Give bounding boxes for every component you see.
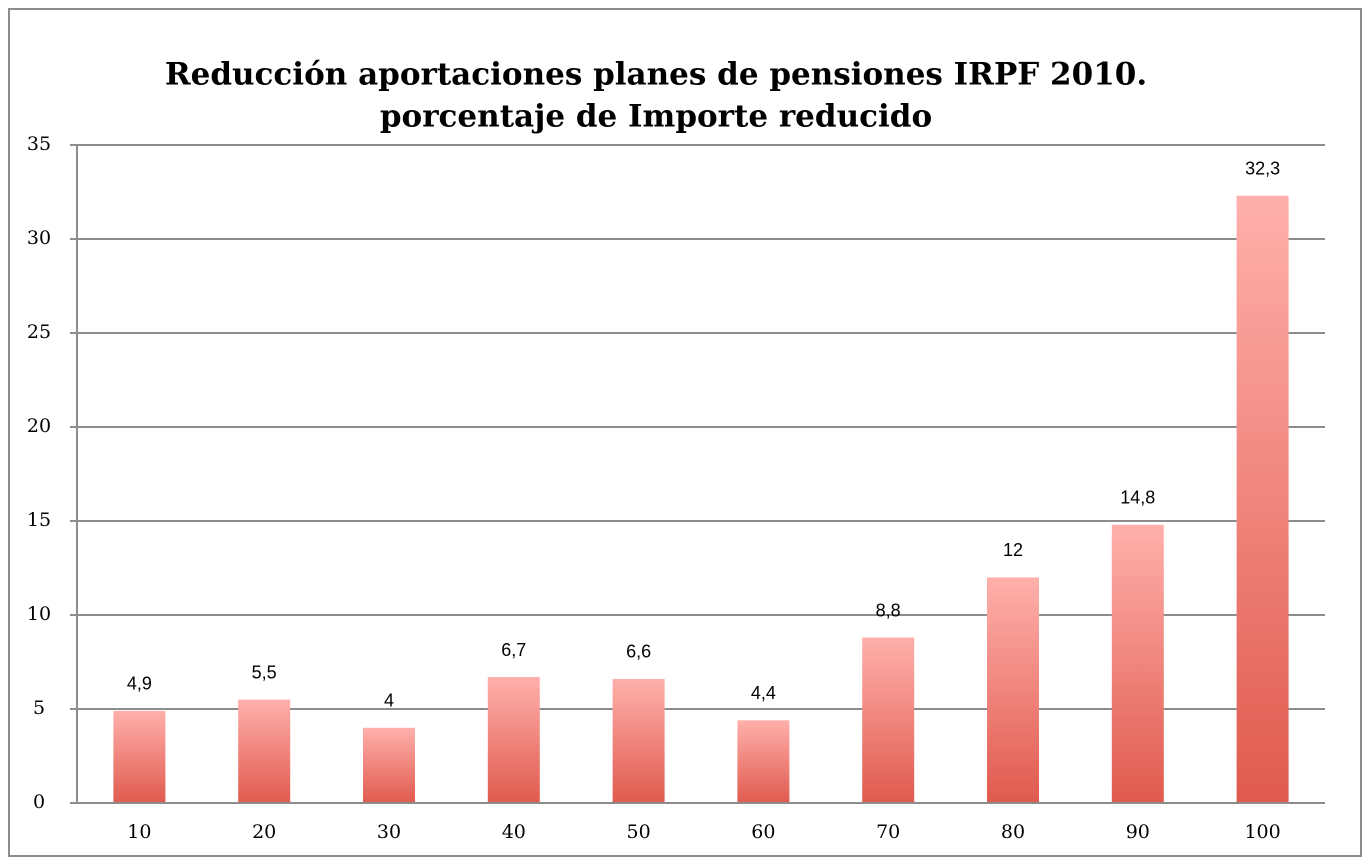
x-tick-label: 100 bbox=[1244, 821, 1280, 843]
chart-title: Reducción aportaciones planes de pension… bbox=[165, 57, 1147, 93]
bar bbox=[987, 577, 1039, 803]
y-tick-label: 0 bbox=[33, 791, 45, 813]
data-label: 5,5 bbox=[252, 662, 277, 682]
data-label: 32,3 bbox=[1245, 159, 1280, 179]
data-label: 6,6 bbox=[626, 642, 651, 662]
bar bbox=[363, 727, 415, 803]
y-tick-label: 5 bbox=[33, 697, 45, 719]
x-tick-label: 10 bbox=[127, 821, 151, 843]
y-tick-label: 10 bbox=[27, 603, 51, 625]
y-tick-label: 25 bbox=[27, 321, 51, 343]
data-label: 4 bbox=[384, 691, 394, 711]
bar bbox=[1111, 524, 1164, 803]
x-tick-label: 30 bbox=[377, 821, 401, 843]
chart-subtitle: porcentaje de Importe reducido bbox=[380, 99, 932, 135]
y-tick-label: 20 bbox=[27, 415, 51, 437]
bar bbox=[862, 637, 915, 803]
y-tick-label: 30 bbox=[27, 227, 51, 249]
bar bbox=[737, 720, 790, 803]
y-tick-label: 15 bbox=[27, 509, 51, 531]
bar bbox=[113, 710, 166, 803]
data-label: 14,8 bbox=[1120, 488, 1155, 508]
bar bbox=[1236, 195, 1289, 803]
x-tick-label: 20 bbox=[252, 821, 276, 843]
x-tick-label: 40 bbox=[502, 821, 526, 843]
data-label: 8,8 bbox=[876, 600, 901, 620]
data-label: 6,7 bbox=[501, 640, 526, 660]
x-tick-label: 50 bbox=[627, 821, 651, 843]
x-tick-label: 80 bbox=[1001, 821, 1025, 843]
y-tick-label: 35 bbox=[27, 133, 51, 155]
data-label: 4,9 bbox=[127, 674, 152, 694]
x-tick-label: 90 bbox=[1126, 821, 1150, 843]
bar bbox=[612, 678, 665, 803]
data-label: 4,4 bbox=[751, 683, 776, 703]
bar bbox=[487, 677, 540, 803]
data-label: 12 bbox=[1003, 540, 1023, 560]
bar bbox=[238, 699, 291, 803]
x-tick-label: 70 bbox=[876, 821, 900, 843]
x-tick-label: 60 bbox=[751, 821, 775, 843]
